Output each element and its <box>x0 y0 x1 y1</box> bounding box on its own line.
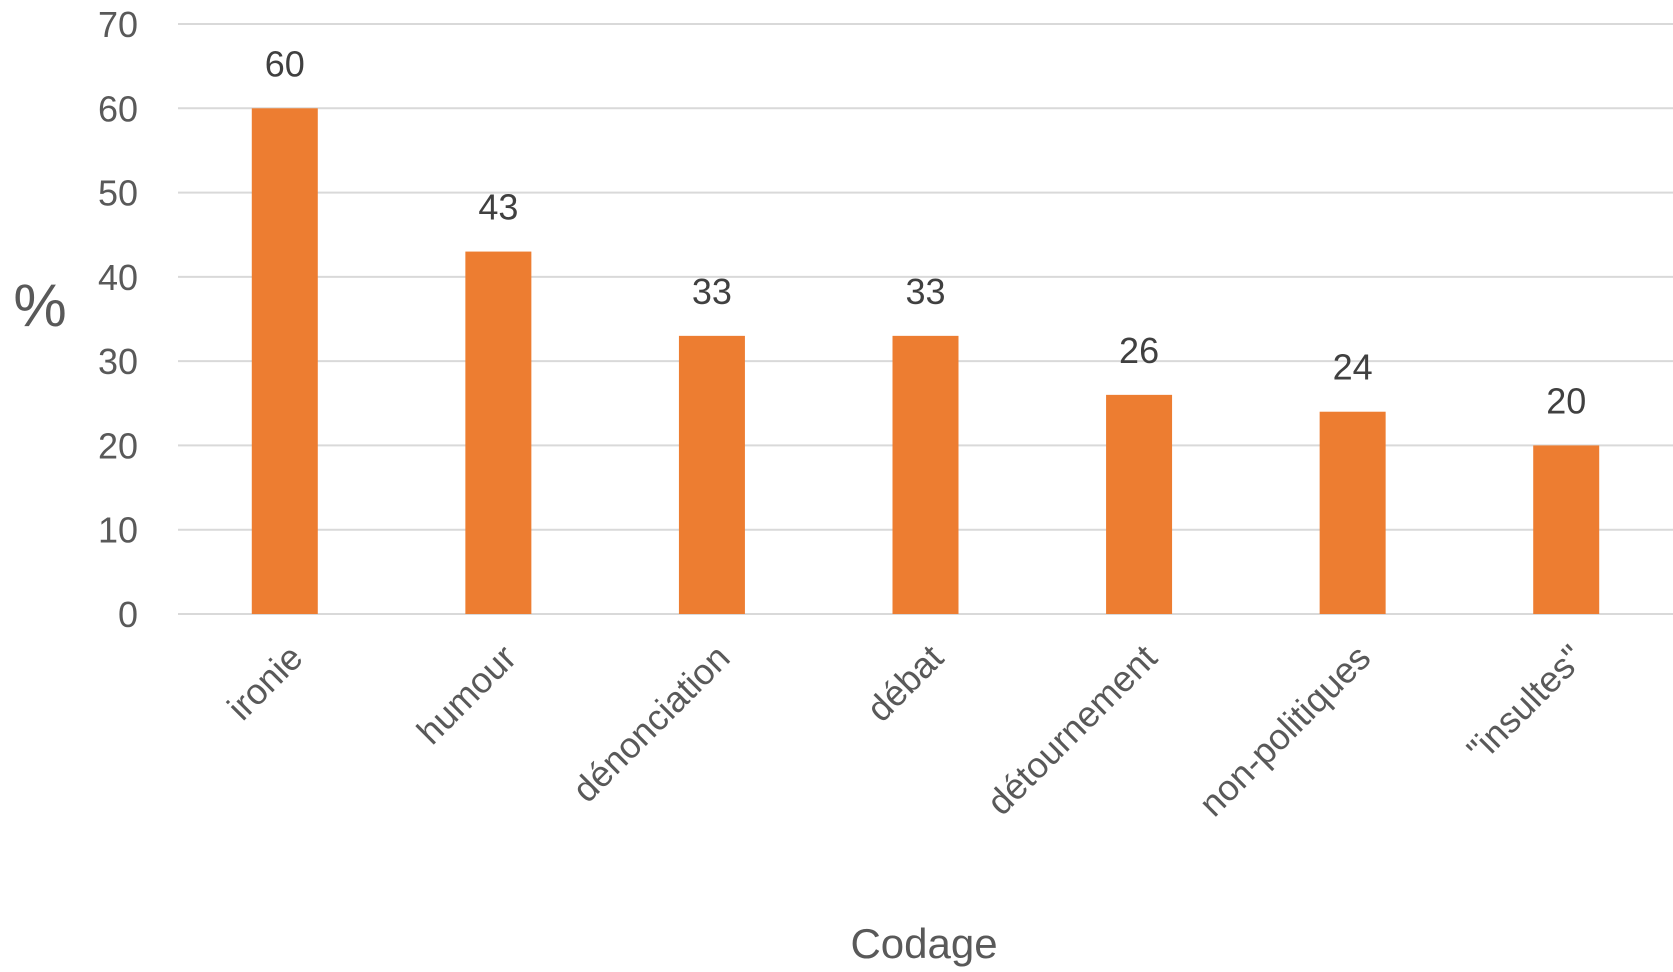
x-axis-tick-labels: ironie humour dénonciation débat détournemen… <box>219 637 1592 825</box>
x-tick-label-6: "insultes" <box>1458 637 1591 770</box>
y-tick-label-10: 10 <box>98 510 138 551</box>
x-tick-label-3: débat <box>858 637 951 730</box>
bar-0 <box>251 108 318 615</box>
y-tick-label-70: 70 <box>98 4 138 45</box>
data-label-2: 33 <box>692 271 732 312</box>
y-tick-label-0: 0 <box>118 594 138 635</box>
bar-1 <box>465 251 532 615</box>
data-label-6: 20 <box>1546 380 1586 421</box>
bar-3 <box>892 335 959 614</box>
x-tick-label-0: ironie <box>219 637 310 728</box>
x-tick-label-4: détournement <box>979 637 1165 823</box>
x-tick-label-1: humour <box>409 637 524 752</box>
y-tick-label-20: 20 <box>98 425 138 466</box>
x-tick-label-5: non-politiques <box>1191 637 1378 824</box>
data-labels: 60 43 33 33 26 24 20 <box>265 43 1586 421</box>
y-axis-title: % <box>13 272 66 339</box>
data-label-3: 33 <box>905 271 945 312</box>
y-tick-label-30: 30 <box>98 341 138 382</box>
data-label-4: 26 <box>1119 330 1159 371</box>
bar-5 <box>1319 411 1386 614</box>
data-label-1: 43 <box>478 187 518 228</box>
y-tick-label-40: 40 <box>98 257 138 298</box>
bar-4 <box>1106 394 1173 614</box>
bars <box>251 108 1600 615</box>
bar-2 <box>678 335 745 614</box>
x-tick-label-2: dénonciation <box>564 637 737 810</box>
y-tick-label-50: 50 <box>98 173 138 214</box>
bar-6 <box>1533 445 1600 614</box>
data-label-5: 24 <box>1333 347 1373 388</box>
x-axis-title: Codage <box>850 920 997 967</box>
y-axis-tick-labels: 0 10 20 30 40 50 60 70 <box>98 4 138 635</box>
y-tick-label-60: 60 <box>98 88 138 129</box>
data-label-0: 60 <box>265 43 305 84</box>
